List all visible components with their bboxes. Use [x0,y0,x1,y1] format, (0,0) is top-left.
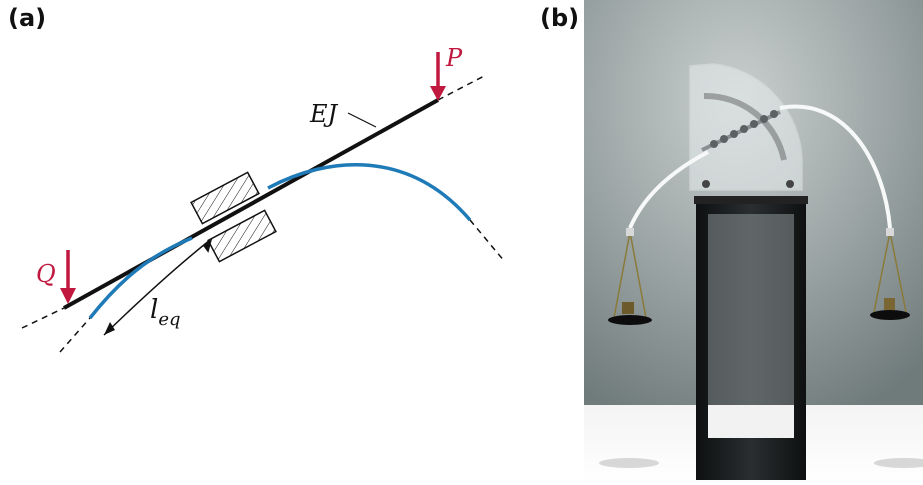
right-pan-chain-2 [889,231,907,313]
right-pan [870,310,910,320]
deflected-dashed-left [59,317,91,353]
length-arrow-head-start [104,322,115,335]
pedestal-window [708,214,794,438]
load-p-head [430,86,446,101]
left-weight [622,302,634,314]
elastic-rod-left [628,150,709,229]
left-pan-chain-2 [629,231,647,319]
experimental-setup-photo [584,0,923,485]
panel-b-label: (b) [540,4,580,32]
length-label-sub: eq [158,309,180,330]
right-weight [884,298,895,310]
bearing-row [710,110,778,148]
pedestal-top [694,196,808,204]
right-pan-chain-1 [873,231,891,313]
elastic-rod-right [779,104,892,229]
left-pan-chain-1 [613,231,631,319]
pivot-right [786,180,794,188]
sleeve-upper [190,171,260,225]
deflected-dashed-right [469,219,506,263]
load-p-label: P [445,44,463,72]
length-arrow-head-end [203,239,212,253]
rod-dashed-left [21,307,65,329]
stiffness-label: EJ [309,100,339,128]
pivot-left [702,180,710,188]
right-pan-hook [886,228,894,236]
load-q-head [60,288,76,304]
rod [63,98,439,310]
left-pan [608,315,652,325]
ej-leader [347,112,377,128]
left-pan-hook [626,228,634,236]
load-q-label: Q [36,260,56,288]
floor-shadow-right [874,458,923,468]
pedestal-window-bottom [708,405,794,438]
length-label-base: l [150,295,158,325]
elastica-schematic: P Q EJ leq [21,44,506,353]
length-label: leq [150,295,181,330]
sleeve-lower [207,209,277,263]
floor-shadow-left [599,458,659,468]
protractor-scale [703,92,787,161]
length-arrow [103,239,211,336]
deflected-curve-left [88,236,193,320]
rod-dashed-right [437,74,487,101]
deflected-curve-right [267,162,472,222]
panel-a-label: (a) [8,4,47,32]
